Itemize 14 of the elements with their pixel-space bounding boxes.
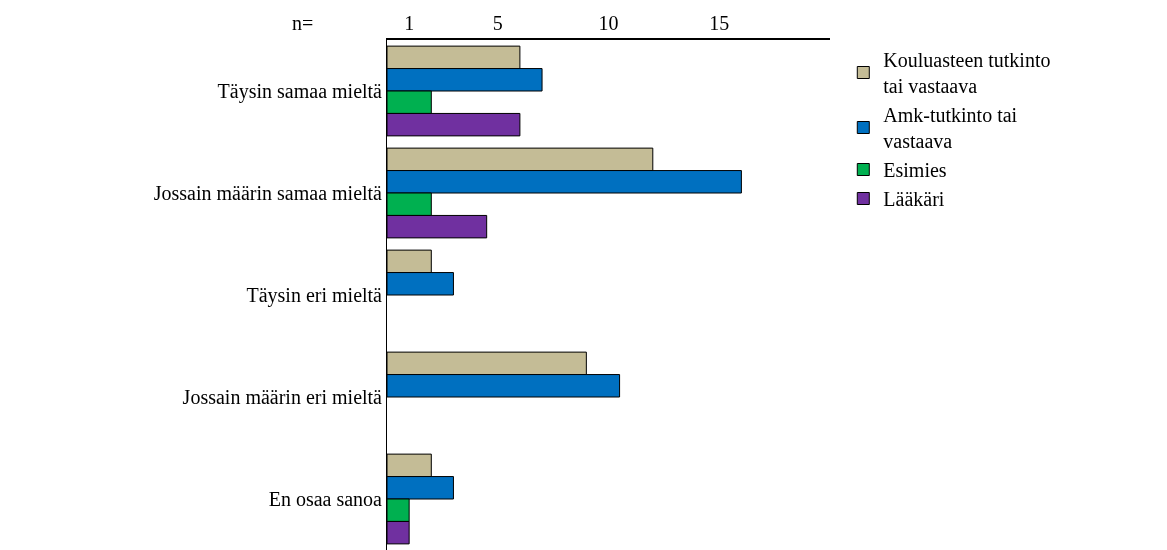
legend-label: Kouluasteen tutkinto tai vastaava <box>883 49 1051 98</box>
y-tick-label: Täysin samaa mieltä <box>217 80 383 103</box>
y-tick-label: En osaa sanoa <box>268 488 383 510</box>
y-tick-label: Jossain määrin eri mieltä <box>182 386 383 408</box>
x-tick-label: 10 <box>598 12 619 35</box>
y-tick-label: Täysin eri mieltä <box>246 284 383 307</box>
x-tick-label: 15 <box>709 12 730 35</box>
legend-label: Amk-tutkinto tai vastaava <box>883 104 1018 153</box>
legend-label: Lääkäri <box>883 188 945 211</box>
x-tick-label: 5 <box>492 12 503 35</box>
x-tick-label: 1 <box>404 12 415 35</box>
y-tick-label: Jossain määrin samaa mieltä <box>153 182 383 204</box>
legend-label: Esimies <box>883 159 947 182</box>
text: n= <box>292 12 314 34</box>
